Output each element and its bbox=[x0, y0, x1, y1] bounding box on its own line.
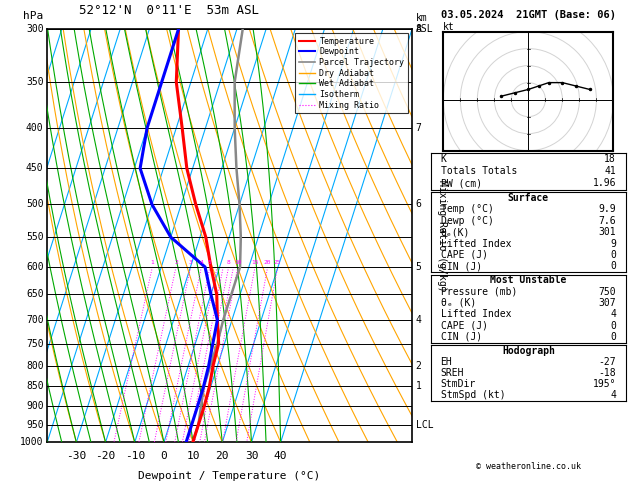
Text: 1.96: 1.96 bbox=[593, 178, 616, 189]
Text: Lifted Index: Lifted Index bbox=[441, 309, 511, 319]
Text: 0: 0 bbox=[610, 250, 616, 260]
Text: © weatheronline.co.uk: © weatheronline.co.uk bbox=[476, 462, 581, 471]
Text: 25: 25 bbox=[274, 260, 281, 265]
Text: θₑ (K): θₑ (K) bbox=[441, 298, 476, 308]
Text: 5: 5 bbox=[416, 262, 421, 272]
Legend: Temperature, Dewpoint, Parcel Trajectory, Dry Adiabat, Wet Adiabat, Isotherm, Mi: Temperature, Dewpoint, Parcel Trajectory… bbox=[296, 34, 408, 113]
Text: hPa: hPa bbox=[23, 11, 43, 21]
Text: 900: 900 bbox=[26, 401, 43, 411]
Text: 8: 8 bbox=[416, 24, 421, 34]
Text: 7: 7 bbox=[416, 123, 421, 133]
Text: 15: 15 bbox=[251, 260, 259, 265]
Text: StmDir: StmDir bbox=[441, 379, 476, 389]
Bar bbox=[47, 29, 412, 442]
Text: 9: 9 bbox=[610, 239, 616, 248]
Text: -27: -27 bbox=[598, 357, 616, 367]
Text: 1000: 1000 bbox=[20, 437, 43, 447]
Text: Totals Totals: Totals Totals bbox=[441, 166, 517, 176]
Text: 750: 750 bbox=[598, 287, 616, 296]
Text: 20: 20 bbox=[216, 451, 229, 461]
Text: LCL: LCL bbox=[416, 419, 433, 430]
Text: 500: 500 bbox=[26, 199, 43, 209]
Text: 950: 950 bbox=[26, 419, 43, 430]
Text: 300: 300 bbox=[26, 24, 43, 34]
Text: Mixing Ratio (g/kg): Mixing Ratio (g/kg) bbox=[437, 180, 447, 292]
Text: -18: -18 bbox=[598, 368, 616, 378]
Text: SREH: SREH bbox=[441, 368, 464, 378]
Text: StmSpd (kt): StmSpd (kt) bbox=[441, 390, 505, 400]
Text: 1: 1 bbox=[150, 260, 154, 265]
Text: 800: 800 bbox=[26, 361, 43, 371]
Text: 9.9: 9.9 bbox=[598, 204, 616, 214]
Text: CIN (J): CIN (J) bbox=[441, 332, 482, 342]
Text: 4: 4 bbox=[199, 260, 203, 265]
Text: PW (cm): PW (cm) bbox=[441, 178, 482, 189]
Text: Surface: Surface bbox=[508, 192, 549, 203]
Text: 0: 0 bbox=[610, 321, 616, 330]
Text: 41: 41 bbox=[604, 166, 616, 176]
Text: kt: kt bbox=[443, 21, 455, 32]
Text: Most Unstable: Most Unstable bbox=[490, 275, 567, 285]
Text: 03.05.2024  21GMT (Base: 06): 03.05.2024 21GMT (Base: 06) bbox=[441, 10, 616, 20]
Text: 20: 20 bbox=[264, 260, 271, 265]
Text: 307: 307 bbox=[598, 298, 616, 308]
Text: 0: 0 bbox=[610, 332, 616, 342]
Text: 301: 301 bbox=[598, 227, 616, 237]
Text: 0: 0 bbox=[610, 261, 616, 272]
Text: -10: -10 bbox=[125, 451, 145, 461]
Text: 10: 10 bbox=[234, 260, 242, 265]
Text: 650: 650 bbox=[26, 290, 43, 299]
Text: 5: 5 bbox=[208, 260, 212, 265]
Text: 850: 850 bbox=[26, 382, 43, 392]
Text: 40: 40 bbox=[274, 451, 287, 461]
Text: 550: 550 bbox=[26, 232, 43, 242]
Text: θₑ(K): θₑ(K) bbox=[441, 227, 470, 237]
Text: 18: 18 bbox=[604, 154, 616, 164]
Text: -30: -30 bbox=[66, 451, 86, 461]
Text: 6: 6 bbox=[416, 199, 421, 209]
Text: 450: 450 bbox=[26, 163, 43, 174]
Text: 4: 4 bbox=[416, 315, 421, 325]
Text: Dewp (°C): Dewp (°C) bbox=[441, 216, 494, 226]
Text: 2: 2 bbox=[416, 361, 421, 371]
Text: CAPE (J): CAPE (J) bbox=[441, 321, 487, 330]
Text: 30: 30 bbox=[245, 451, 259, 461]
Text: Lifted Index: Lifted Index bbox=[441, 239, 511, 248]
Text: 4: 4 bbox=[610, 309, 616, 319]
Text: 700: 700 bbox=[26, 315, 43, 325]
Text: 600: 600 bbox=[26, 262, 43, 272]
Text: Dewpoint / Temperature (°C): Dewpoint / Temperature (°C) bbox=[138, 471, 321, 481]
Text: 195°: 195° bbox=[593, 379, 616, 389]
Text: 8: 8 bbox=[226, 260, 230, 265]
Text: 7.6: 7.6 bbox=[598, 216, 616, 226]
Text: 1: 1 bbox=[416, 382, 421, 392]
Text: 2: 2 bbox=[174, 260, 178, 265]
Text: EH: EH bbox=[441, 357, 452, 367]
Text: 400: 400 bbox=[26, 123, 43, 133]
Text: 0: 0 bbox=[160, 451, 167, 461]
Text: 3: 3 bbox=[189, 260, 192, 265]
Text: 350: 350 bbox=[26, 77, 43, 87]
Text: 10: 10 bbox=[186, 451, 200, 461]
Text: K: K bbox=[441, 154, 447, 164]
Text: 52°12'N  0°11'E  53m ASL: 52°12'N 0°11'E 53m ASL bbox=[79, 4, 259, 17]
Text: 4: 4 bbox=[610, 390, 616, 400]
Text: 750: 750 bbox=[26, 339, 43, 348]
Text: Temp (°C): Temp (°C) bbox=[441, 204, 494, 214]
Text: Hodograph: Hodograph bbox=[502, 346, 555, 356]
Text: km
ASL: km ASL bbox=[416, 13, 433, 34]
Text: Pressure (mb): Pressure (mb) bbox=[441, 287, 517, 296]
Text: -20: -20 bbox=[96, 451, 116, 461]
Text: CIN (J): CIN (J) bbox=[441, 261, 482, 272]
Text: CAPE (J): CAPE (J) bbox=[441, 250, 487, 260]
